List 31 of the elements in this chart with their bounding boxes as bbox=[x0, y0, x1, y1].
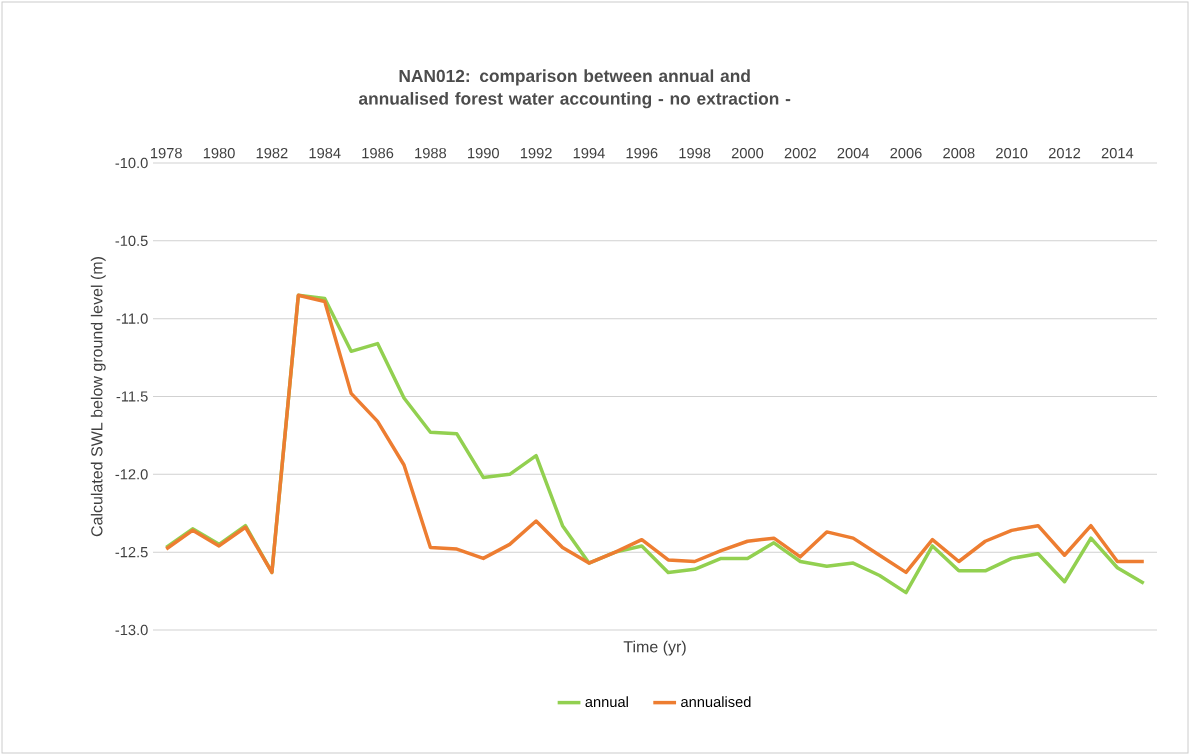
x-tick-label: 1996 bbox=[626, 147, 658, 159]
x-tick-label: 1980 bbox=[203, 147, 235, 159]
y-tick-label: -12.5 bbox=[115, 546, 148, 558]
x-tick-label: 1978 bbox=[151, 147, 182, 159]
y-tick-label: -13.0 bbox=[115, 624, 148, 636]
legend-label: annual bbox=[585, 696, 628, 708]
y-axis-title: Calculated SWL below ground level (m) bbox=[90, 257, 106, 537]
y-tick-label: -10.5 bbox=[115, 235, 148, 247]
y-tick-label: -10.0 bbox=[115, 157, 148, 169]
x-tick-label: 1984 bbox=[309, 147, 341, 159]
x-tick-label: 1994 bbox=[573, 147, 605, 159]
x-tick-label: 1992 bbox=[520, 147, 552, 159]
x-tick-label: 2014 bbox=[1101, 147, 1134, 159]
x-tick-label: 1988 bbox=[415, 147, 447, 159]
x-tick-label: 2000 bbox=[731, 147, 764, 159]
legend-label: annualised bbox=[681, 696, 751, 708]
x-tick-label: 1982 bbox=[256, 147, 288, 159]
x-tick-label: 2002 bbox=[784, 147, 816, 159]
x-tick-label: 1990 bbox=[468, 147, 499, 159]
x-tick-label: 2008 bbox=[943, 147, 975, 159]
x-axis-title: Time (yr) bbox=[623, 640, 686, 656]
y-tick-label: -12.0 bbox=[115, 469, 148, 480]
x-tick-label: 2012 bbox=[1048, 147, 1081, 159]
chart-title: NAN012: comparison between annual and annualised forest water accounting - no extraction - bbox=[358, 69, 791, 109]
x-tick-label: 2004 bbox=[837, 147, 870, 159]
x-tick-label: 1986 bbox=[362, 147, 394, 159]
x-tick-label: 2006 bbox=[890, 147, 922, 159]
y-tick-label: -11.0 bbox=[116, 313, 148, 324]
x-tick-label: 2010 bbox=[996, 147, 1028, 159]
y-tick-label: -11.5 bbox=[116, 391, 148, 402]
x-tick-label: 1998 bbox=[679, 147, 711, 159]
